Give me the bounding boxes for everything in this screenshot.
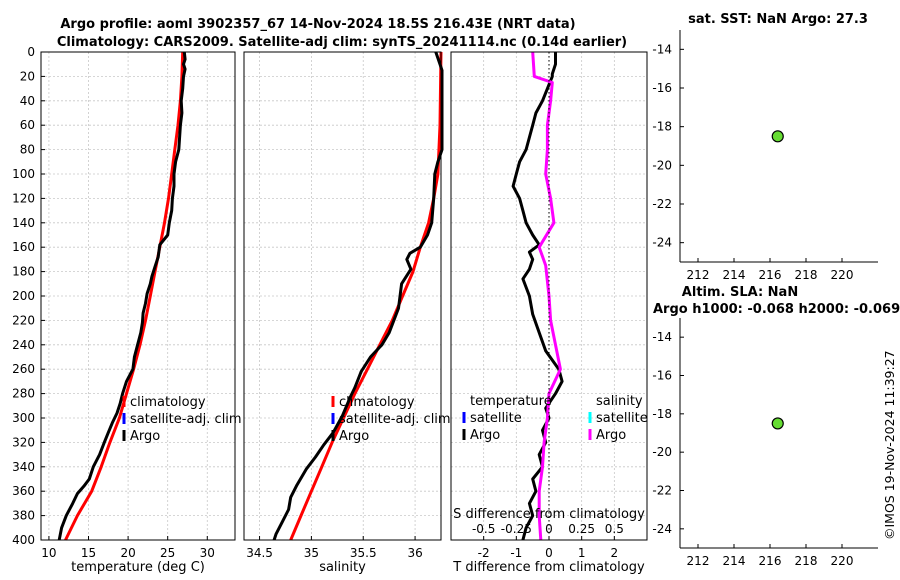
top-x-axis-label: S difference from climatology: [453, 507, 645, 522]
y-tick-label: 240: [12, 338, 35, 352]
y-tick-label: 120: [12, 191, 35, 205]
map-x-tick-label: 212: [687, 268, 710, 282]
map-x-tick-label: 214: [723, 268, 746, 282]
y-tick-label: 320: [12, 435, 35, 449]
legend-label: satellite-adj. clim: [339, 412, 451, 427]
legend-label: satellite: [470, 411, 522, 426]
x-tick-label: 0: [545, 546, 553, 560]
y-tick-label: 260: [12, 362, 35, 376]
map-x-tick-label: 218: [795, 268, 818, 282]
y-tick-label: 180: [12, 265, 35, 279]
map-y-tick-label: -22: [652, 197, 672, 211]
map-y-tick-label: -22: [652, 484, 672, 498]
y-tick-label: 160: [12, 240, 35, 254]
y-tick-label: 100: [12, 167, 35, 181]
map-y-tick-label: -20: [652, 158, 672, 172]
y-tick-label: 20: [20, 69, 35, 83]
y-tick-label: 340: [12, 460, 35, 474]
legend-label: Argo: [470, 428, 500, 443]
x-tick-label: 10: [41, 546, 56, 560]
y-tick-label: 360: [12, 484, 35, 498]
legend-label: Argo: [339, 429, 369, 444]
map-y-tick-label: -18: [652, 120, 672, 134]
x-tick-label: -2: [478, 546, 490, 560]
y-tick-label: 280: [12, 387, 35, 401]
map-x-tick-label: 216: [759, 268, 782, 282]
x-tick-label: 25: [160, 546, 175, 560]
legend-label: climatology: [339, 395, 415, 410]
legend-label: satellite-adj. clim: [130, 412, 242, 427]
profile-location-marker: [771, 130, 784, 143]
map-y-tick-label: -24: [652, 236, 672, 250]
x-tick-label: 30: [200, 546, 215, 560]
top-x-tick-label: 0.5: [605, 522, 624, 536]
y-tick-label: 60: [20, 118, 35, 132]
x-tick-label: 35: [304, 546, 319, 560]
top-x-tick-label: 0: [545, 522, 553, 536]
legend-title-temperature: temperature: [470, 394, 552, 409]
top-x-tick-label: -0.5: [472, 522, 495, 536]
profile-location-marker: [771, 417, 784, 430]
map-y-tick-label: -14: [652, 330, 672, 344]
x-tick-label: 1: [578, 546, 586, 560]
sla-map-panel: -14 -16 -18 -20 -22 -24 212 214 216 218 220 Altim. …: [652, 285, 900, 568]
x-axis-label: T difference from climatology: [452, 560, 645, 575]
figure-title-line1: Argo profile: aoml 3902357_67 14-Nov-202…: [60, 17, 575, 32]
y-tick-label: 400: [12, 533, 35, 547]
map-x-tick-label: 220: [831, 554, 854, 568]
map-title: Altim. SLA: NaN: [682, 285, 798, 300]
salinity-panel: 34.5 35 35.5 36 salinity climatology satellite…: [243, 51, 451, 575]
y-tick-label: 40: [20, 94, 35, 108]
y-tick-label: 140: [12, 216, 35, 230]
y-tick-label: 200: [12, 289, 35, 303]
x-tick-label: -1: [510, 546, 522, 560]
y-tick-label: 300: [12, 411, 35, 425]
map-subtitle: Argo h1000: -0.068 h2000: -0.069: [653, 302, 900, 317]
map-y-tick-label: -24: [652, 522, 672, 536]
x-tick-label: 35.5: [350, 546, 377, 560]
axes-frame: [243, 51, 442, 541]
legend-label: Argo: [596, 428, 626, 443]
map-y-tick-label: -14: [652, 42, 672, 56]
map-x-tick-label: 218: [795, 554, 818, 568]
x-tick-label: 36: [407, 546, 422, 560]
x-tick-label: 15: [81, 546, 96, 560]
map-x-tick-label: 214: [723, 554, 746, 568]
series-line-argo: [272, 51, 444, 541]
map-y-tick-label: -20: [652, 445, 672, 459]
legend-label: satellite: [596, 411, 648, 426]
map-title: sat. SST: NaN Argo: 27.3: [688, 12, 868, 27]
map-x-tick-label: 216: [759, 554, 782, 568]
legend-label: climatology: [130, 395, 206, 410]
figure-title-line2: Climatology: CARS2009. Satellite-adj cli…: [57, 35, 627, 50]
x-axis-label: temperature (deg C): [71, 560, 205, 575]
temperature-panel: 10 15 20 25 30020406080100120140160180200220…: [12, 45, 242, 575]
map-y-tick-label: -16: [652, 81, 672, 95]
top-x-tick-label: -0.25: [501, 522, 532, 536]
map-y-tick-label: -18: [652, 407, 672, 421]
map-x-tick-label: 212: [687, 554, 710, 568]
x-tick-label: 34.5: [246, 546, 273, 560]
y-tick-label: 80: [20, 143, 35, 157]
x-tick-label: 2: [611, 546, 619, 560]
y-tick-label: 220: [12, 313, 35, 327]
series-line-climatology: [64, 51, 185, 541]
series-line-argo: [57, 51, 187, 541]
legend-title-salinity: salinity: [596, 394, 643, 409]
legend-label: Argo: [130, 429, 160, 444]
x-axis-label: salinity: [319, 560, 366, 575]
sst-map-panel: -14 -16 -18 -20 -22 -24 212 214 216 218 220 sat. SS…: [652, 12, 878, 282]
map-y-tick-label: -16: [652, 369, 672, 383]
y-tick-label: 380: [12, 509, 35, 523]
top-x-tick-label: 0.25: [568, 522, 595, 536]
difference-panel: -2 -1 0 1 2T difference from climatology temp…: [450, 51, 648, 575]
x-tick-label: 20: [120, 546, 135, 560]
series-line-temperature-argo: [511, 52, 564, 541]
y-tick-label: 0: [27, 45, 35, 59]
map-x-tick-label: 220: [831, 268, 854, 282]
imos-timestamp: ©IMOS 19-Nov-2024 11:39:27: [882, 350, 897, 540]
